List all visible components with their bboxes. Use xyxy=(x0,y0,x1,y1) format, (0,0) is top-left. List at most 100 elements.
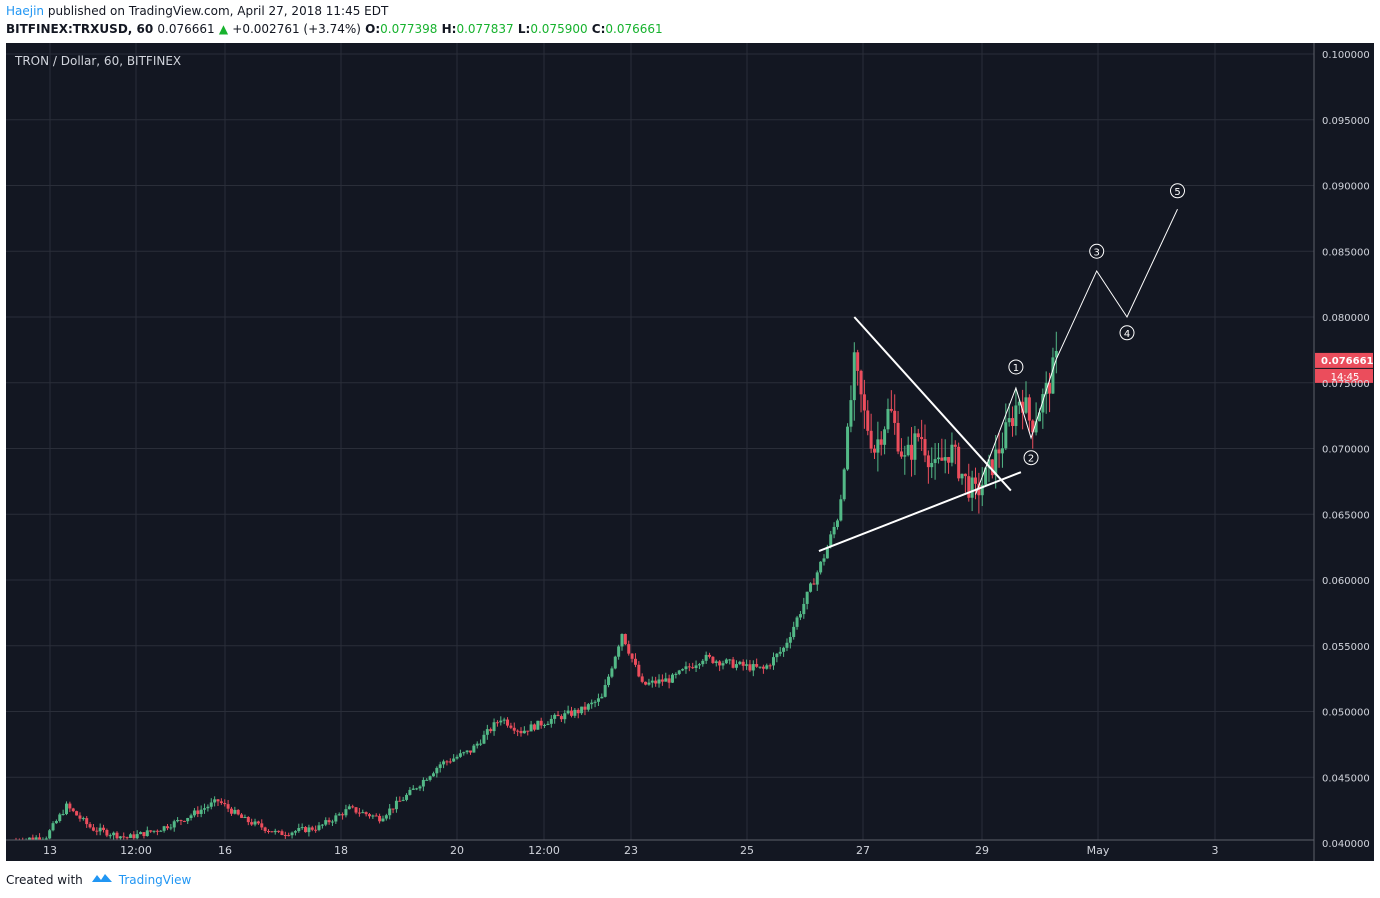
open-value: 0.077398 xyxy=(380,22,438,36)
candle-body xyxy=(667,678,671,683)
candle-body xyxy=(654,680,658,684)
candle-body xyxy=(633,658,637,665)
candle-body xyxy=(452,758,456,762)
candle-body xyxy=(593,701,597,703)
price-tick-label: 0.080000 xyxy=(1322,313,1370,324)
candle-body xyxy=(1031,420,1035,433)
candle-body xyxy=(940,457,944,461)
candle-body xyxy=(610,668,614,677)
candle-body xyxy=(896,422,900,452)
candlesticks xyxy=(14,331,1058,846)
candle-body xyxy=(189,815,193,818)
candle-body xyxy=(832,526,836,535)
candle-body xyxy=(85,818,89,825)
candle-body xyxy=(223,803,227,805)
candle-body xyxy=(105,830,109,836)
candle-body xyxy=(543,724,547,726)
candle-body xyxy=(1014,405,1018,427)
candle-body xyxy=(1021,401,1025,413)
candle-body xyxy=(590,702,594,705)
candle-body xyxy=(640,676,644,682)
price-tick-label: 0.100000 xyxy=(1322,50,1370,61)
last-price-tag: 0.076661 xyxy=(1321,356,1374,367)
candle-body xyxy=(442,761,446,765)
price-axis[interactable] xyxy=(1314,43,1374,861)
price-tick-label: 0.085000 xyxy=(1322,247,1370,258)
candle-body xyxy=(462,752,466,754)
candle-body xyxy=(627,644,631,654)
tradingview-link[interactable]: TradingView xyxy=(118,872,192,887)
candle-body xyxy=(250,822,254,825)
time-axis[interactable] xyxy=(6,840,1314,861)
candle-body xyxy=(620,634,624,647)
candle-body xyxy=(1017,401,1021,406)
candle-body xyxy=(394,800,398,810)
candle-body xyxy=(411,788,415,790)
candle-body xyxy=(576,709,580,714)
candle-body xyxy=(398,800,402,802)
candle-body xyxy=(957,446,961,479)
candle-body xyxy=(644,681,648,685)
candle-body xyxy=(718,661,722,666)
candle-body xyxy=(260,823,264,828)
wave-label: 5 xyxy=(1174,187,1180,198)
candle-body xyxy=(115,832,119,839)
author-link[interactable]: Haejin xyxy=(6,4,45,18)
candle-body xyxy=(681,669,685,671)
candle-body xyxy=(179,820,183,822)
candle-body xyxy=(1024,397,1028,413)
candle-body xyxy=(573,709,577,716)
candle-body xyxy=(341,814,345,816)
candle-body xyxy=(431,773,435,777)
price-tick-label: 0.050000 xyxy=(1322,708,1370,719)
candle-body xyxy=(381,818,385,822)
candle-body xyxy=(630,653,634,659)
candle-body xyxy=(357,812,361,814)
candle-body xyxy=(327,820,331,823)
wave-label-circle xyxy=(1119,325,1135,341)
candle-body xyxy=(910,444,914,460)
triangle-lower-trendline xyxy=(818,471,1022,553)
candle-body xyxy=(829,534,833,547)
candle-body xyxy=(812,583,816,585)
candle-body xyxy=(216,799,220,802)
candle-body xyxy=(128,834,132,838)
candle-body xyxy=(102,827,106,831)
candle-body xyxy=(529,724,533,732)
candle-body xyxy=(923,439,927,456)
candle-body xyxy=(859,370,863,395)
candle-body xyxy=(583,706,587,710)
candle-body xyxy=(788,637,792,643)
symbol-name: BITFINEX:TRXUSD, 60 xyxy=(6,22,154,36)
candle-body xyxy=(869,430,873,449)
candle-body xyxy=(866,410,870,431)
candle-body xyxy=(617,646,621,657)
candle-body xyxy=(361,812,365,814)
price-change: +0.002761 (+3.74%) xyxy=(232,22,361,36)
candle-body xyxy=(458,753,462,757)
candle-body xyxy=(68,803,72,809)
candle-body xyxy=(1044,382,1048,395)
candle-body xyxy=(731,659,735,668)
high-value: 0.077837 xyxy=(456,22,514,36)
triangle-upper-trendline xyxy=(853,316,1012,492)
candle-body xyxy=(920,437,924,440)
candle-body xyxy=(485,729,489,735)
candle-body xyxy=(203,808,207,810)
candle-body xyxy=(378,815,382,822)
candle-body xyxy=(169,827,173,829)
candle-body xyxy=(741,661,745,666)
candle-body xyxy=(112,832,116,836)
candle-body xyxy=(876,439,880,453)
candle-body xyxy=(967,476,971,498)
candle-body xyxy=(95,830,99,832)
tradingview-logo-icon[interactable] xyxy=(91,872,113,887)
candle-body xyxy=(465,750,469,753)
candle-body xyxy=(418,786,422,789)
candle-body xyxy=(758,666,762,668)
candle-body xyxy=(287,835,291,837)
candle-body xyxy=(273,830,277,833)
candle-body xyxy=(697,664,701,666)
